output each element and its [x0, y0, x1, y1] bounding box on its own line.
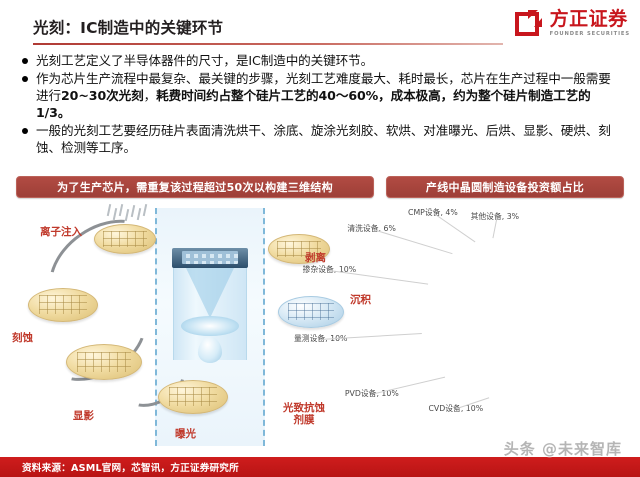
pie-slice-label-掺杂设备: 掺杂设备, 10% — [302, 265, 357, 275]
logo-english-name: FOUNDER SECURITIES — [549, 31, 630, 38]
photoresist-line-2: 剂膜 — [293, 414, 315, 426]
bullet-text-2: 作为芯片生产流程中最复杂、最关键的步骤，光刻工艺难度最大、耗时最长，芯片在生产过… — [36, 71, 611, 120]
wafer-expose — [158, 380, 228, 414]
diagram-label-etch: 刻蚀 — [12, 332, 33, 344]
reticle-pattern — [182, 251, 238, 264]
diagram-label-deposit: 沉积 — [350, 294, 371, 306]
source-text: 资料来源：ASML官网，芯智讯，方正证券研究所 — [22, 463, 239, 474]
slide-header: 光刻：IC制造中的关键环节 方正证券 FOUNDER SECURITIES — [0, 0, 640, 48]
section-banner-chart-label: 产线中晶圆制造设备投资额占比 — [425, 181, 585, 194]
projection-lens — [181, 316, 239, 336]
lithography-process-diagram: 离子注入 刻蚀 显影 曝光 剥离 沉积 光致抗蚀 剂膜 — [10, 199, 378, 450]
equipment-investment-pie-chart: 光刻设备, 27% 刻蚀设备, 20% CVD设备, 10% PVD设备, 10% 量测设… — [294, 200, 634, 450]
pie-slice-label-其他设备: 其他设备, 3% — [470, 212, 520, 222]
pie-slice-label-清洗设备: 清洗设备, 6% — [347, 224, 396, 233]
bullet-dot-icon — [22, 58, 28, 64]
pie-slice-label-刻蚀设备: 刻蚀设备, 20% — [510, 350, 570, 361]
section-banner-chart: 产线中晶圆制造设备投资额占比 — [386, 176, 624, 198]
list-item: 作为芯片生产流程中最复杂、最关键的步骤，光刻工艺难度最大、耗时最长，芯片在生产过… — [22, 70, 622, 121]
source-footer: 资料来源：ASML官网，芯智讯，方正证券研究所 — [0, 457, 640, 477]
diagram-label-expose: 曝光 — [175, 428, 196, 440]
pie-slice-label-line-1: 光刻设备, — [514, 274, 552, 285]
diagram-label-ion-implant: 离子注入 — [40, 226, 82, 238]
bullet-dot-icon — [22, 76, 28, 82]
logo-chinese-name: 方正证券 — [549, 8, 628, 31]
section-banner-process: 为了生产芯片，需重复该过程超过50次以构建三维结构 — [16, 176, 374, 198]
photoresist-line-1: 光致抗蚀 — [283, 402, 325, 414]
wafer-etch — [28, 288, 98, 322]
diagram-label-develop: 显影 — [73, 410, 94, 422]
brand-logo: 方正证券 FOUNDER SECURITIES — [514, 8, 630, 38]
list-item: 一般的光刻工艺要经历硅片表面清洗烘干、涂底、旋涂光刻胶、软烘、对准曝光、后烘、显… — [22, 122, 622, 156]
pie-slice-label-CMP设备: CMP设备, 4% — [408, 208, 458, 218]
section-banner-process-label: 为了生产芯片，需重复该过程超过50次以构建三维结构 — [57, 181, 333, 194]
title-divider — [33, 43, 503, 45]
bullet-dot-icon — [22, 128, 28, 134]
diagram-label-photoresist: 光致抗蚀 剂膜 — [283, 402, 325, 426]
pie-slice-label-光刻设备: 光刻设备, 27% — [514, 274, 552, 294]
founder-cube-logo-icon — [514, 10, 545, 38]
pie-slice-value: 27% — [522, 284, 544, 295]
ion-beam-icon — [106, 203, 152, 226]
list-item: 光刻工艺定义了半导体器件的尺寸，是IC制造中的关键环节。 — [22, 52, 622, 69]
immersion-drop — [198, 337, 222, 363]
pie-leader-line — [370, 376, 446, 395]
light-beam-icon — [186, 268, 234, 318]
page-title: 光刻：IC制造中的关键环节 — [33, 19, 224, 37]
wafer-develop — [66, 344, 142, 380]
pie-leader-line — [373, 229, 454, 255]
watermark: 头条 @未来智库 — [503, 440, 622, 458]
bullet-list: 光刻工艺定义了半导体器件的尺寸，是IC制造中的关键环节。 作为芯片生产流程中最复… — [22, 52, 622, 157]
bullet-text-3: 一般的光刻工艺要经历硅片表面清洗烘干、涂底、旋涂光刻胶、软烘、对准曝光、后烘、显… — [36, 123, 611, 155]
bullet-text-1: 光刻工艺定义了半导体器件的尺寸，是IC制造中的关键环节。 — [36, 53, 374, 68]
wafer-deposit — [278, 296, 344, 328]
wafer-ion-implant — [94, 224, 156, 254]
diagram-label-strip: 剥离 — [305, 252, 326, 264]
wafer-strip — [268, 234, 330, 264]
